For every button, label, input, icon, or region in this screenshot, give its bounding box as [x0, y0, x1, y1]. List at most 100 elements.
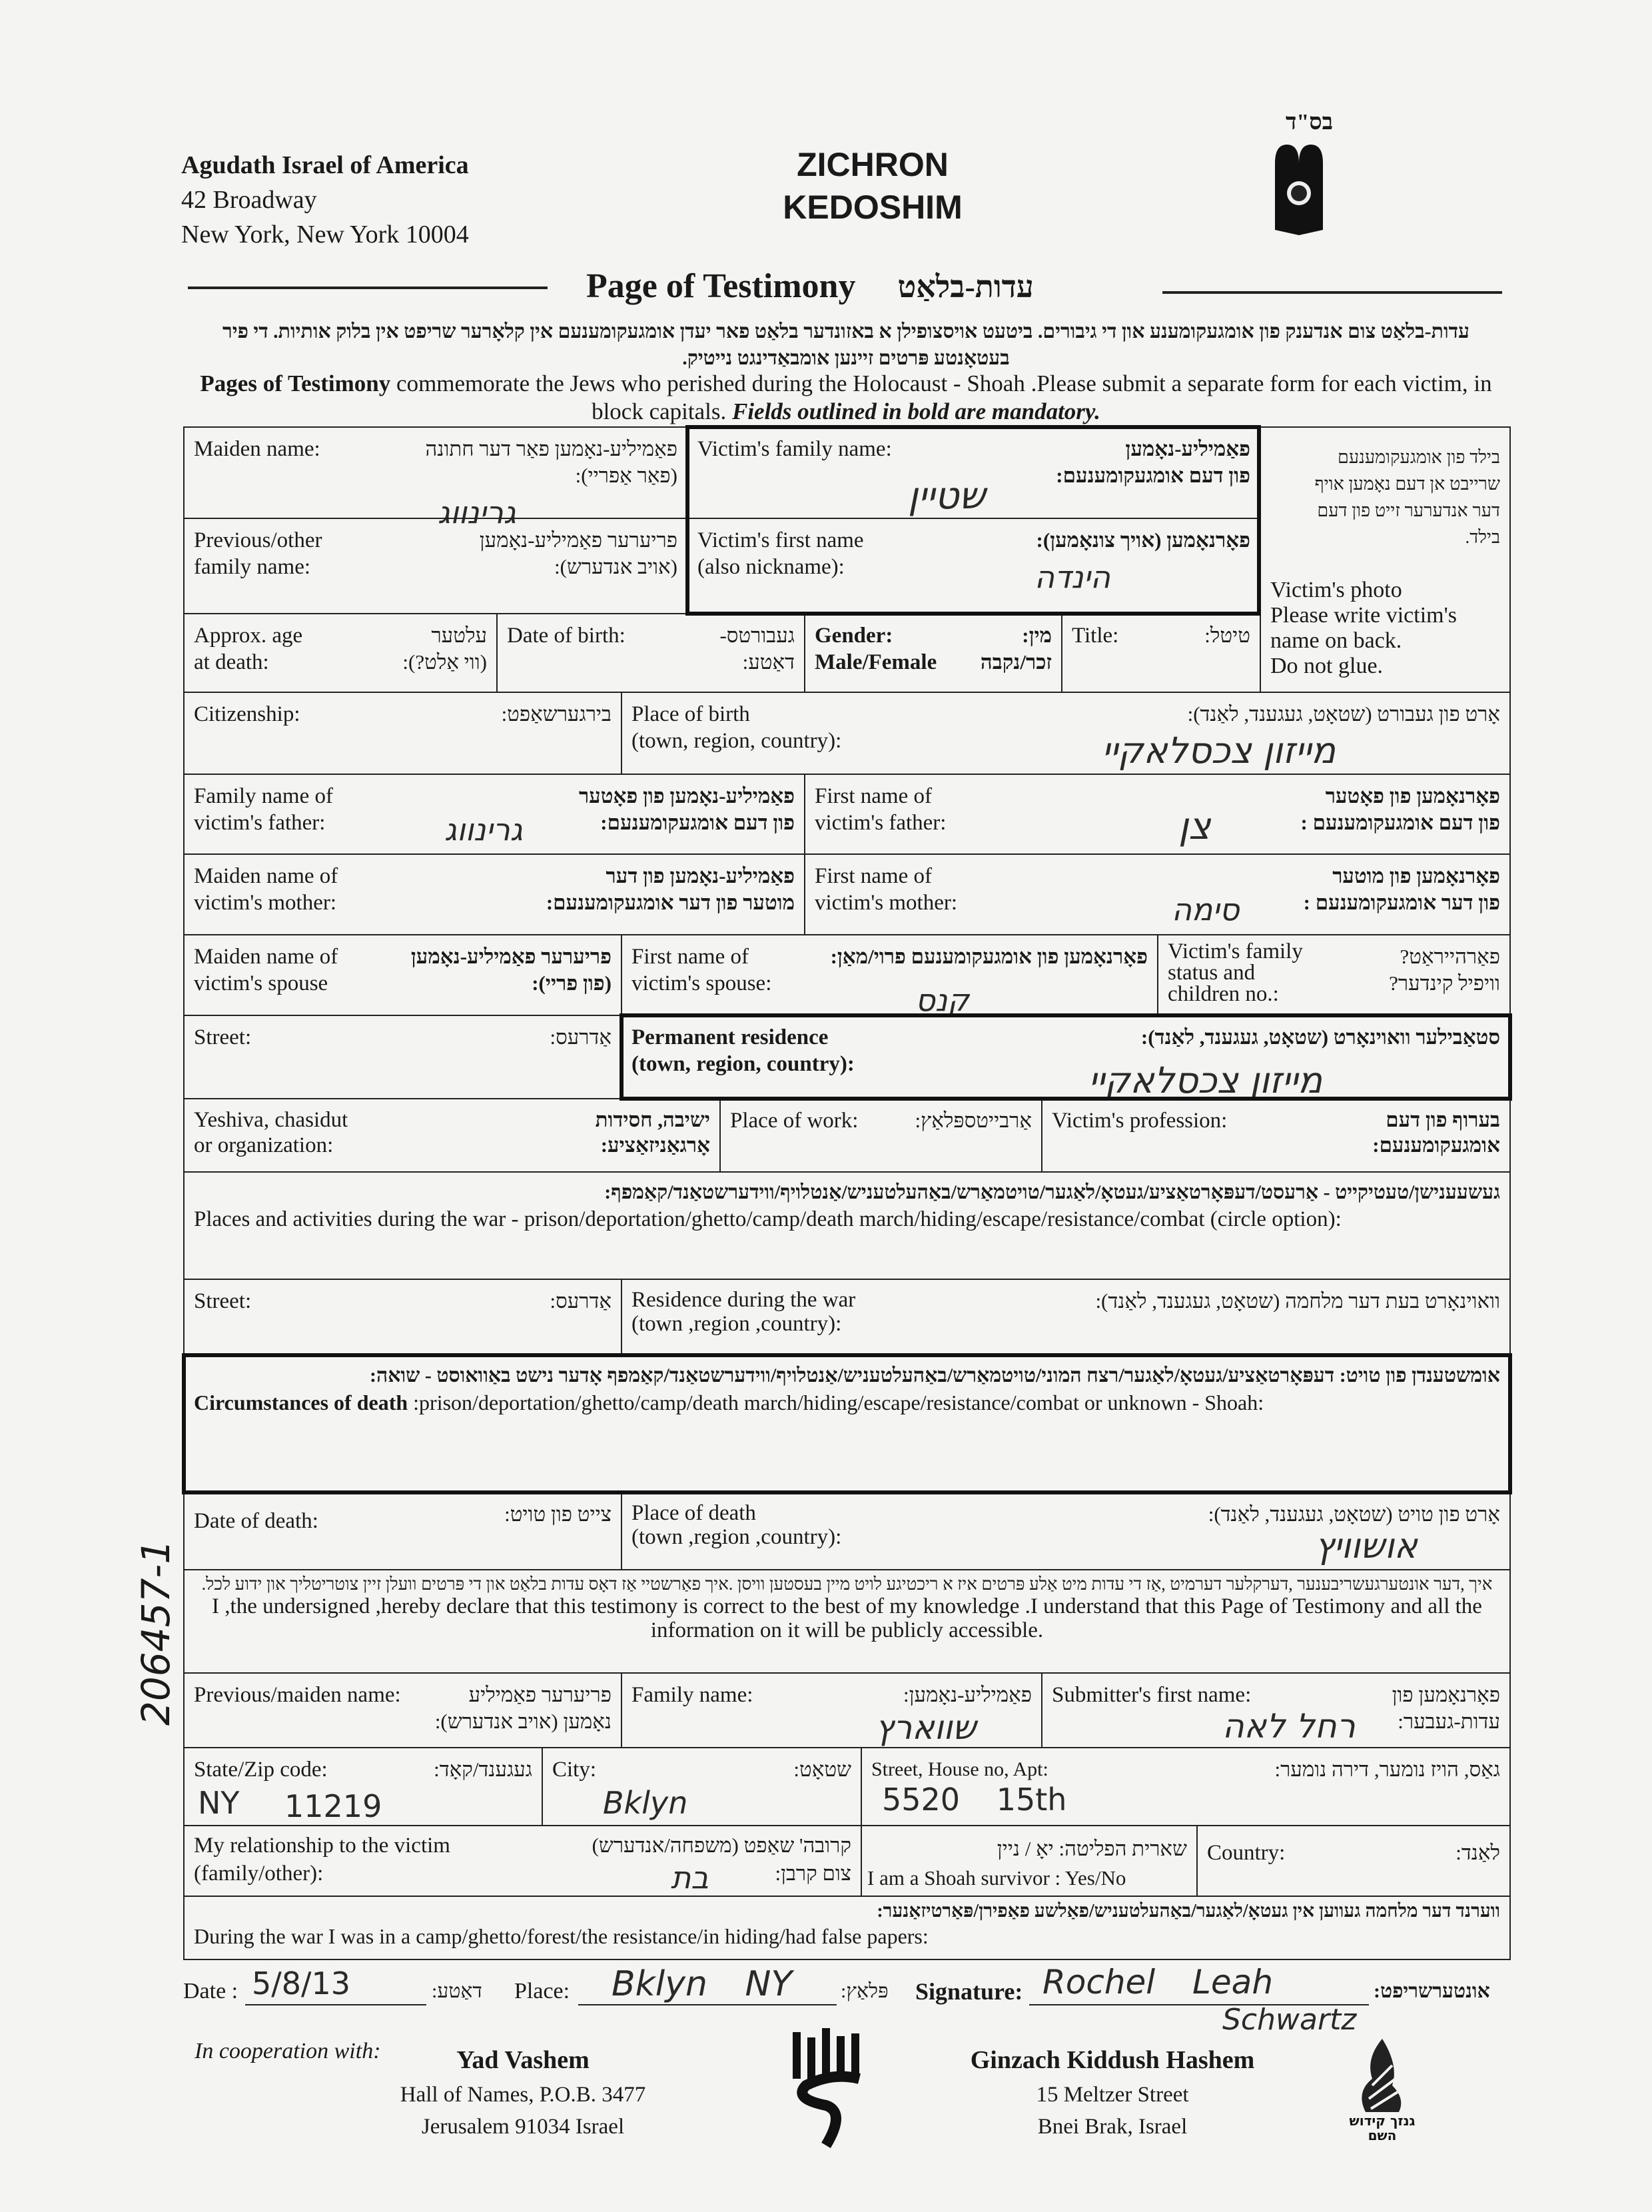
yad-vashem-logo-icon: [793, 2028, 861, 2149]
label-en: Victim's first name (also nickname):: [697, 528, 864, 579]
label-he: שארית הפליטה: יאָ / ניין: [997, 1837, 1187, 1860]
relationship-field[interactable]: My relationship to the victim (family/ot…: [183, 1825, 862, 1897]
victim-family-name-field[interactable]: Victim's family name: פאַמיליע-נאָמען פון…: [687, 426, 1261, 519]
signature-value-line-2: Schwartz: [1222, 2003, 1357, 2037]
label-he: פאַמיליע-נאָמען פאַר דער חתונה (פאַר אַפ…: [425, 437, 677, 487]
org-city: New York, New York 10004: [181, 221, 469, 249]
label-en: Residence during the war (town ,region ,…: [631, 1288, 856, 1336]
during-war-field[interactable]: ווערנד דער מלחמה געווען אין געטאָ/לאַגער…: [183, 1896, 1511, 1960]
city-field[interactable]: City: שטאָט: Bklyn: [542, 1747, 862, 1826]
label-en: Victim's profession:: [1052, 1109, 1228, 1133]
ginzach-addr2: Bnei Brak, Israel: [1037, 2115, 1188, 2139]
maiden-name-field[interactable]: Maiden name: פאַמיליע-נאָמען פאַר דער חתו…: [183, 426, 688, 530]
label-he: בערוף פון דעם אומגעקומענעם:: [1372, 1108, 1500, 1157]
label-en: Family name:: [631, 1683, 753, 1707]
label-en: Family name of victim's father:: [194, 784, 333, 835]
bsd-mark: בס"ד: [1286, 110, 1333, 135]
place-line[interactable]: Bklyn NY: [578, 1964, 837, 2005]
street-field[interactable]: Street: אַדרעס:: [183, 1015, 622, 1099]
yeshiva-field[interactable]: Yeshiva, chasidut or organization: ישיבה,…: [183, 1098, 721, 1173]
signature-line[interactable]: Rochel Leah Schwartz: [1029, 1963, 1369, 2037]
date-line[interactable]: 5/8/13: [245, 1965, 426, 2005]
country-field[interactable]: Country: לאַנד:: [1196, 1825, 1511, 1897]
father-family-name-field[interactable]: Family name of victim's father: פאַמיליע-…: [183, 774, 805, 855]
state-zip-field[interactable]: State/Zip code: געגענד/קאָד: NY 11219: [183, 1747, 543, 1826]
place-of-work-field[interactable]: Place of work: אַרבייטספּלאַץ:: [719, 1098, 1042, 1173]
label-he: געגענד/קאָד:: [434, 1758, 532, 1781]
victim-photo-area[interactable]: בילד פון אומגעקומענעם שרייבט אן דעם נאָמ…: [1260, 426, 1511, 693]
label-en: Permanent residence (town, region, count…: [631, 1025, 855, 1076]
label-en: Submitter's first name:: [1052, 1683, 1252, 1707]
label-en: Street, House no, Apt:: [871, 1758, 1048, 1780]
label-he: פאַרהייראַט? וויפיל קינדער?: [1389, 945, 1500, 995]
circumstances-of-death-field[interactable]: אומשטענדן פון טויט: דעפּאָרטאַציע/געטאָ/…: [183, 1355, 1511, 1493]
label-he: פאַמיליע-נאָמען:: [903, 1683, 1032, 1706]
war-activities-field[interactable]: געשעענישן/טעטיקייט - אַרעסט/דעפּאָרטאַצי…: [183, 1171, 1511, 1280]
previous-family-name-field[interactable]: Previous/other family name: פריערער פאַמי…: [183, 518, 688, 614]
label-he: וואוינאָרט בעת דער מלחמה (שטאָט, געגענד,…: [1095, 1289, 1500, 1313]
place-label: Place:: [514, 1979, 570, 2003]
permanent-residence-field[interactable]: Permanent residence (town, region, count…: [621, 1015, 1511, 1101]
label-en: Place of death (town ,region ,country):: [631, 1501, 842, 1549]
label-he: פאַמיליע-נאָמען פון דעם אומגעקומענעם:: [1056, 437, 1250, 487]
place-of-death-field[interactable]: Place of death (town ,region ,country): א…: [621, 1492, 1511, 1570]
spouse-first-name-field[interactable]: First name of victim's spouse: פאָרנאָמען…: [621, 934, 1158, 1018]
submitter-family-name-field[interactable]: Family name: פאַמיליע-נאָמען: שווארץ: [621, 1672, 1042, 1748]
label-en: During the war I was in a camp/ghetto/fo…: [194, 1924, 929, 1948]
date-of-death-field[interactable]: Date of death: צייט פון טויט:: [183, 1492, 622, 1570]
label-en: City:: [552, 1758, 597, 1782]
mother-first-name-value: סימה: [1172, 891, 1240, 927]
date-of-birth-field[interactable]: Date of birth: געבורטס- דאַטע:: [496, 613, 805, 693]
label-en: Places and activities during the war - p…: [194, 1207, 1342, 1231]
citizenship-field[interactable]: Citizenship: בירגערשאַפט:: [183, 692, 622, 775]
victim-first-name-value: הינדה: [1034, 559, 1110, 595]
margin-note: 206457-1: [133, 1539, 179, 1726]
label-en-bold: Circumstances of death: [194, 1390, 408, 1414]
zip-value: 11219: [284, 1788, 382, 1824]
label-en: Title:: [1072, 624, 1119, 648]
label-en: Yeshiva, chasidut or organization:: [194, 1108, 348, 1157]
label-en: Street:: [194, 1025, 252, 1049]
label-en: Place of birth (town, region, country):: [631, 702, 842, 753]
label-en: Citizenship:: [194, 702, 300, 726]
submitter-first-name-field[interactable]: Submitter's first name: פאָרנאָמען פון עד…: [1041, 1672, 1511, 1748]
label-he: אַרבייטספּלאַץ:: [915, 1109, 1032, 1132]
father-first-name-value: צן: [1178, 805, 1211, 848]
intro-mandatory: Fields outlined in bold are mandatory.: [731, 398, 1100, 424]
org-street: 42 Broadway: [181, 186, 317, 214]
mother-first-name-field[interactable]: First name of victim's mother: פאָרנאָמען…: [804, 853, 1511, 935]
age-at-death-field[interactable]: Approx. age at death: עלטער (ווי אַלט?):: [183, 613, 498, 693]
org-name: Agudath Israel of America: [181, 151, 469, 179]
title-rule-left: [188, 286, 548, 289]
street-during-war-field[interactable]: Street: אַדרעס:: [183, 1279, 622, 1356]
intro-english: Pages of Testimony commemorate the Jews …: [193, 370, 1499, 426]
father-first-name-field[interactable]: First name of victim's father: פאָרנאָמען…: [804, 774, 1511, 855]
place-of-birth-field[interactable]: Place of birth (town, region, country): א…: [621, 692, 1511, 775]
signature-label: Signature:: [915, 1978, 1023, 2005]
date-label: Date :: [183, 1979, 238, 2003]
label-he: ישיבה, חסידות אָרגאַניזאַציע:: [595, 1108, 710, 1157]
label-en: Date of birth:: [507, 624, 625, 648]
residence-during-war-field[interactable]: Residence during the war (town ,region ,…: [621, 1279, 1511, 1356]
gender-field[interactable]: Gender: Male/Female מין: זכר/נקבה: [804, 613, 1062, 693]
label-en: Maiden name of victim's mother:: [194, 864, 338, 915]
spouse-maiden-name-field[interactable]: Maiden name of victim's spouse פריערער פא…: [183, 934, 622, 1016]
label-he: עלטער (ווי אַלט?):: [402, 624, 487, 674]
form-title: Page of Testimony עדות-בלאַט: [586, 267, 1034, 306]
label-he: אַדרעס:: [550, 1289, 612, 1313]
signature-value-line-1: Rochel Leah: [1042, 1963, 1274, 2001]
family-status-field[interactable]: Victim's family status and children no.:…: [1157, 934, 1511, 1016]
submitter-previous-name-field[interactable]: Previous/maiden name: פריערער פאַמיליע נא…: [183, 1672, 622, 1748]
label-he: מין: זכר/נקבה: [980, 624, 1052, 674]
title-field[interactable]: Title: טיטל:: [1061, 613, 1261, 693]
victim-first-name-field[interactable]: Victim's first name (also nickname): פאָר…: [687, 518, 1261, 614]
submitter-family-name-value: שווארץ: [875, 1708, 977, 1747]
mother-maiden-name-field[interactable]: Maiden name of victim's mother: פאַמיליע-…: [183, 853, 805, 935]
place-label-he: פּלאַץ:: [841, 1980, 889, 2002]
title-line-2: KEDOSHIM: [783, 189, 963, 226]
street-house-apt-field[interactable]: Street, House no, Apt: גאַס, הויז נומער, …: [861, 1747, 1511, 1826]
victim-family-name-value: שטיין: [908, 474, 986, 518]
shoah-survivor-field[interactable]: שארית הפליטה: יאָ / ניין I am a Shoah sur…: [861, 1825, 1198, 1897]
profession-field[interactable]: Victim's profession: בערוף פון דעם אומגעק…: [1041, 1098, 1511, 1173]
declaration-en: I ,the undersigned ,hereby declare that …: [212, 1594, 1482, 1642]
